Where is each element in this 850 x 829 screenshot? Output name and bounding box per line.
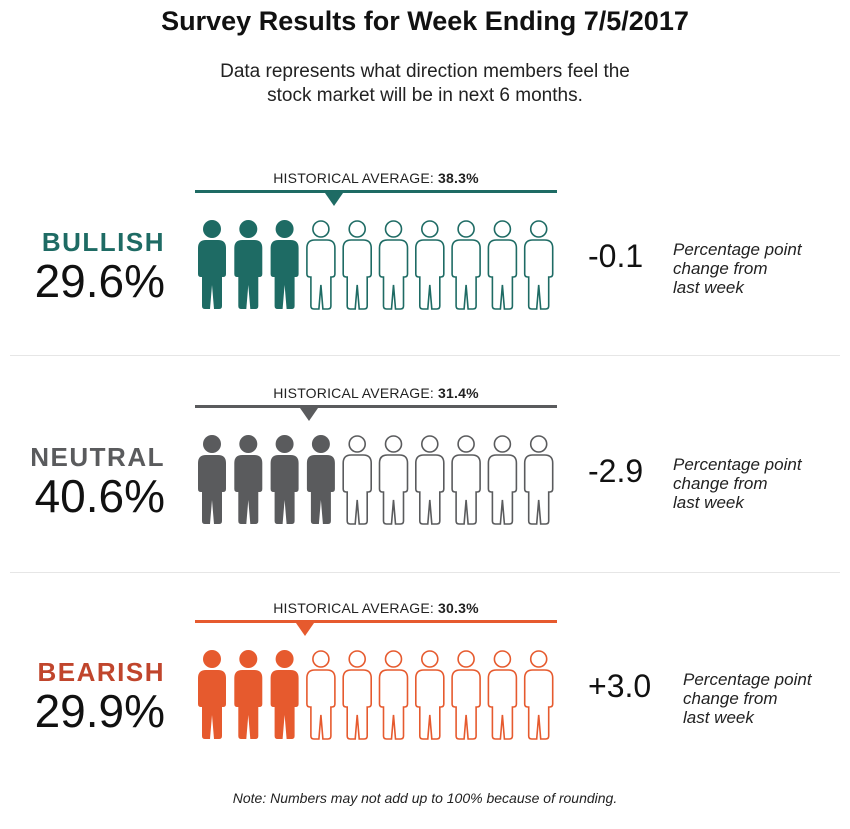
sentiment-percentage: 40.6%: [34, 470, 165, 522]
historical-average-line: [195, 190, 557, 193]
section-divider: [10, 572, 840, 573]
person-icon-outline: [306, 650, 336, 740]
chart-subtitle: Data represents what direction members f…: [0, 60, 850, 108]
section-neutral: HISTORICAL AVERAGE: 31.4% NEUTRAL 40.6% -2.…: [0, 385, 850, 600]
person-icon-outline: [523, 220, 554, 310]
change-note-line-2: change from: [673, 259, 768, 278]
change-note-line-1: Percentage point: [673, 240, 802, 259]
person-icon-outline: [378, 650, 409, 740]
person-icon-outline: [378, 435, 409, 525]
change-note: Percentage point change from last week: [673, 455, 802, 512]
change-note-line-2: change from: [683, 689, 778, 708]
sentiment-percentage: 29.9%: [34, 685, 165, 737]
historical-average-marker: [295, 623, 314, 636]
person-icon-outline: [523, 435, 554, 525]
person-icon-filled: [234, 220, 263, 309]
historical-average-line: [195, 405, 557, 408]
sentiment-label: BEARISH: [37, 657, 165, 687]
historical-average-label: HISTORICAL AVERAGE: 38.3%: [195, 170, 557, 186]
person-icon-outline: [487, 220, 518, 310]
change-value: +3.0: [588, 668, 652, 704]
person-icon-outline: [415, 435, 445, 525]
rounding-note: Note: Numbers may not add up to 100% bec…: [232, 790, 618, 806]
person-icon-outline: [487, 650, 518, 740]
person-icon-row: [198, 435, 554, 525]
change-note-line-1: Percentage point: [673, 455, 802, 474]
chart-title: Survey Results for Week Ending 7/5/2017: [161, 6, 689, 36]
person-icon-outline: [342, 220, 372, 310]
person-icon-outline: [415, 220, 445, 310]
person-icon-outline: [451, 435, 481, 525]
person-icon-row: [198, 220, 554, 310]
sentiment-label: BULLISH: [41, 227, 165, 257]
historical-average-value: 30.3%: [438, 600, 479, 616]
change-note: Percentage point change from last week: [683, 670, 812, 727]
person-icon-filled: [270, 435, 299, 524]
historical-average-value: 31.4%: [438, 385, 479, 401]
change-note: Percentage point change from last week: [673, 240, 802, 297]
subtitle-line-1: Data represents what direction members f…: [220, 61, 630, 82]
change-note-line-3: last week: [673, 278, 744, 297]
person-icon-outline: [306, 220, 336, 310]
historical-average-prefix: HISTORICAL AVERAGE:: [273, 170, 439, 186]
change-note-line-1: Percentage point: [683, 670, 812, 689]
section-bearish: HISTORICAL AVERAGE: 30.3% BEARISH 29.9% +3.…: [0, 600, 850, 815]
change-value: -0.1: [588, 238, 644, 274]
section-bullish: HISTORICAL AVERAGE: 38.3% BULLISH 29.6% -0.…: [0, 170, 850, 385]
person-icon-filled: [270, 650, 299, 739]
change-note-line-3: last week: [673, 493, 744, 512]
person-icon-filled: [198, 435, 226, 524]
person-icon-filled: [234, 435, 263, 524]
person-icon-filled: [198, 220, 226, 309]
historical-average-marker: [299, 408, 318, 421]
historical-average-value: 38.3%: [438, 170, 479, 186]
historical-average-marker: [325, 193, 344, 206]
sentiment-percentage: 29.6%: [34, 255, 165, 307]
person-icon-outline: [487, 435, 518, 525]
person-icon-outline: [451, 650, 481, 740]
person-icon-outline: [451, 220, 481, 310]
change-note-line-2: change from: [673, 474, 768, 493]
historical-average-prefix: HISTORICAL AVERAGE:: [273, 385, 439, 401]
historical-average-label: HISTORICAL AVERAGE: 30.3%: [195, 600, 557, 616]
person-icon-outline: [523, 650, 554, 740]
person-icon-filled: [306, 435, 335, 524]
person-icon-filled: [270, 220, 299, 309]
person-icon-row: [198, 650, 554, 740]
historical-average-label: HISTORICAL AVERAGE: 31.4%: [195, 385, 557, 401]
subtitle-line-2: stock market will be in next 6 months.: [267, 85, 583, 106]
person-icon-filled: [234, 650, 263, 739]
change-value: -2.9: [588, 453, 644, 489]
person-icon-outline: [415, 650, 445, 740]
historical-average-line: [195, 620, 557, 623]
person-icon-outline: [342, 435, 372, 525]
person-icon-outline: [378, 220, 409, 310]
historical-average-prefix: HISTORICAL AVERAGE:: [273, 600, 439, 616]
change-note-line-3: last week: [683, 708, 754, 727]
person-icon-outline: [342, 650, 372, 740]
section-divider: [10, 355, 840, 356]
sentiment-label: NEUTRAL: [30, 442, 165, 472]
person-icon-filled: [198, 650, 226, 739]
